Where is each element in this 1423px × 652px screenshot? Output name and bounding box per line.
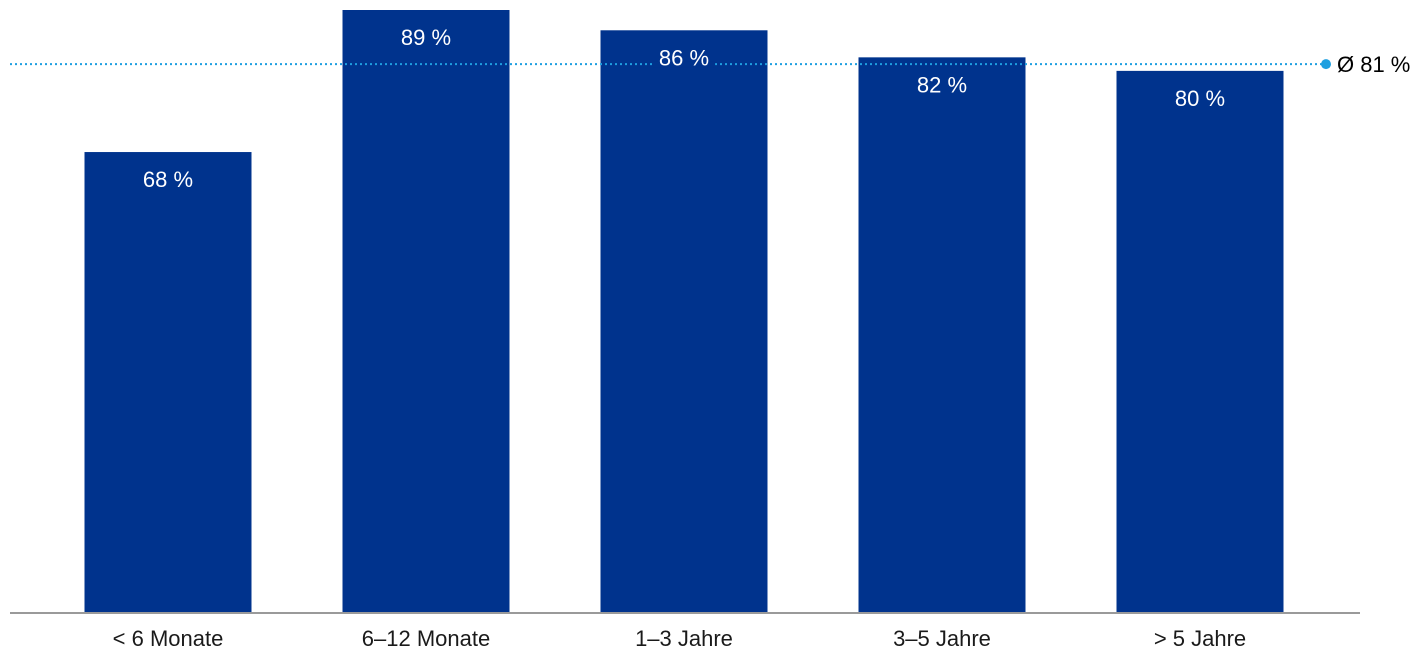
bar — [1116, 70, 1284, 612]
bar-value-label: 68 % — [143, 167, 193, 192]
x-tick-label: 6–12 Monate — [362, 626, 490, 651]
category-labels-layer: < 6 Monate 6–12 Monate 1–3 Jahre 3–5 Jahre >… — [113, 626, 1247, 651]
average-line-label: Ø 81 % — [1337, 52, 1410, 77]
bar-value-label: 89 % — [401, 25, 451, 50]
bar — [600, 30, 768, 613]
reference-line-layer: Ø 81 % — [10, 52, 1410, 77]
x-tick-label: > 5 Jahre — [1154, 626, 1246, 651]
value-label-backdrop — [652, 61, 716, 68]
bar-value-label: 86 % — [659, 45, 709, 70]
bar — [858, 57, 1026, 612]
value-labels-layer: 68 % 89 % 86 % 82 % 80 % — [143, 25, 1225, 192]
bar-value-label: 80 % — [1175, 86, 1225, 111]
average-line-marker — [1321, 59, 1331, 70]
x-tick-label: < 6 Monate — [113, 626, 224, 651]
bars-layer — [84, 10, 1284, 613]
bar — [342, 10, 510, 612]
bar — [84, 152, 252, 613]
x-tick-label: 1–3 Jahre — [635, 626, 733, 651]
bar-value-label: 82 % — [917, 72, 967, 97]
x-tick-label: 3–5 Jahre — [893, 626, 991, 651]
